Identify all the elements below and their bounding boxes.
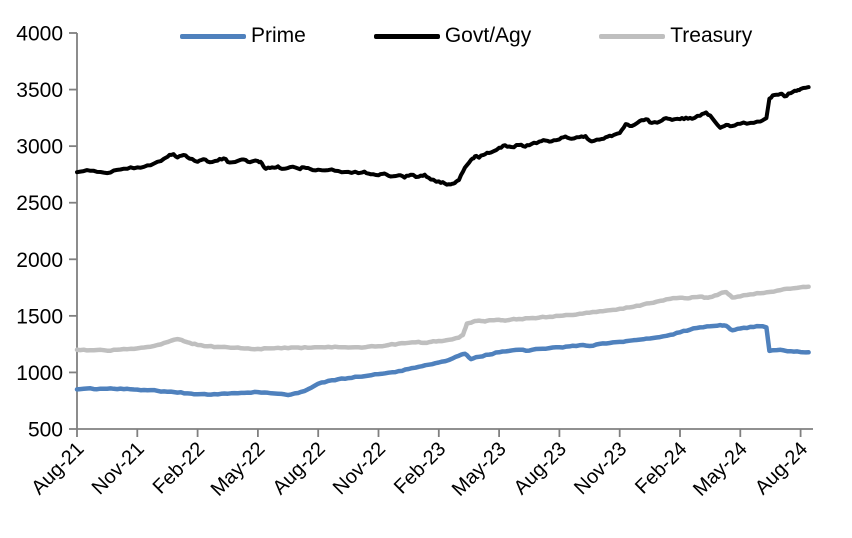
x-tick-label: Aug-24 xyxy=(751,438,812,499)
govt-agy-line-swatch xyxy=(373,33,440,39)
x-tick-label: May-23 xyxy=(448,438,511,501)
treasury-line-swatch xyxy=(599,33,666,39)
prime-line-swatch xyxy=(180,33,246,39)
prime-legend-label: Prime xyxy=(251,24,306,47)
x-tick-label: Feb-22 xyxy=(149,438,209,498)
y-tick-label: 3500 xyxy=(16,79,63,102)
y-tick-label: 1000 xyxy=(16,362,63,385)
x-tick-label: Nov-23 xyxy=(570,438,631,499)
series-line-treasury xyxy=(74,284,811,354)
legend-item-prime: Prime xyxy=(180,24,306,48)
x-tick-label: Aug-22 xyxy=(269,438,330,499)
chart-legend: Prime Govt/Agy Treasury xyxy=(180,24,752,48)
y-tick-label: 500 xyxy=(28,419,63,442)
x-tick-label: Aug-23 xyxy=(510,438,571,499)
legend-item-govt-agy: Govt/Agy xyxy=(373,24,532,48)
series-line-govt-agy xyxy=(75,85,811,187)
govt-agy-legend-label: Govt/Agy xyxy=(444,24,532,47)
y-tick-label: 2500 xyxy=(16,192,63,215)
x-tick-label: Nov-22 xyxy=(329,438,390,499)
y-tick-label: 3000 xyxy=(16,136,63,159)
y-tick-label: 2000 xyxy=(16,249,63,272)
treasury-legend-label: Treasury xyxy=(670,24,753,47)
y-tick-label: 4000 xyxy=(16,23,63,46)
y-tick-label: 1500 xyxy=(16,305,63,328)
legend-item-treasury: Treasury xyxy=(599,24,752,48)
x-tick-label: Feb-23 xyxy=(390,438,450,498)
series-line-prime xyxy=(74,322,811,398)
x-tick-label: Nov-21 xyxy=(88,438,149,499)
x-tick-label: May-22 xyxy=(207,438,270,501)
x-tick-label: Aug-21 xyxy=(27,438,88,499)
x-tick-label: May-24 xyxy=(689,438,752,501)
x-tick-label: Feb-24 xyxy=(631,438,691,498)
